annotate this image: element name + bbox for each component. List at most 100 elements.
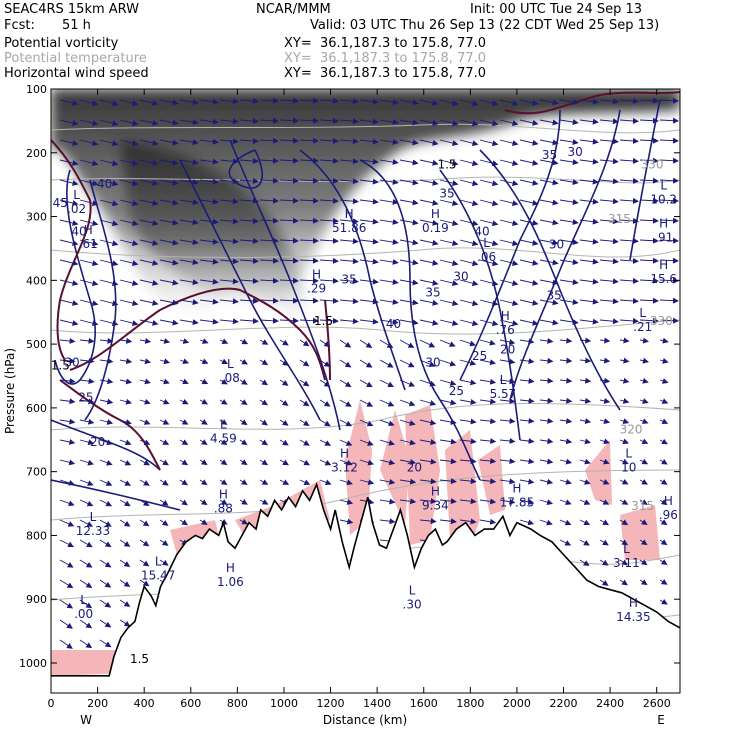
x-tick-label: 1200 (317, 697, 345, 710)
marker-value: .29 (307, 282, 326, 296)
wind-vector-233 (239, 197, 259, 204)
wind-vector-164 (179, 159, 199, 166)
wind-vector-507 (479, 498, 497, 505)
wind-contour-4 (299, 149, 406, 391)
wind-vector-70 (99, 378, 114, 385)
wind-vector-2 (59, 139, 79, 146)
wind-vector-19 (59, 479, 75, 486)
wind-speed-label: 35 (342, 273, 357, 287)
wind-vector-228 (239, 97, 259, 104)
wind-vector-647 (619, 117, 639, 124)
wind-vector-345 (339, 359, 352, 368)
wind-vector-99 (119, 398, 132, 405)
wind-vector-236 (239, 257, 259, 264)
wind-vector-378 (379, 139, 399, 145)
wind-vector-246 (239, 459, 248, 466)
wind-vector-366 (359, 339, 373, 349)
wind-vector-130 (139, 479, 150, 486)
wind-vector-598 (579, 118, 599, 125)
wind-vector-528 (499, 478, 516, 485)
wind-vector-436 (419, 419, 437, 426)
wind-vector-264 (259, 379, 269, 386)
wind-vector-495 (479, 259, 499, 267)
wind-vector-523 (499, 378, 516, 385)
wind-speed-label: 35 (547, 288, 562, 302)
x-tick-label: 0 (48, 697, 55, 710)
wind-vector-255 (259, 197, 279, 204)
wind-vector-587 (559, 357, 573, 364)
wind-vector-563 (539, 319, 559, 326)
wind-vector-394 (379, 459, 396, 466)
wind-vector-707 (659, 317, 679, 324)
pink-area-9 (620, 505, 660, 560)
wind-vector-148 (159, 338, 171, 344)
wind-vector-318 (319, 217, 339, 224)
wind-vector-303 (299, 317, 319, 324)
wind-vector-509 (499, 99, 519, 106)
x-tick-label: 2000 (503, 697, 531, 710)
wind-vector-9 (59, 279, 79, 286)
wind-vector-329 (319, 439, 332, 446)
high-marker: H (629, 596, 638, 610)
wind-vector-64 (99, 259, 119, 267)
wind-vector-321 (319, 277, 339, 284)
wind-vector-659 (619, 357, 630, 364)
wind-vector-458 (439, 399, 457, 406)
wind-vector-87 (119, 159, 139, 167)
wind-vector-49 (79, 519, 94, 527)
wind-vector-399 (399, 99, 419, 106)
wind-vector-640 (599, 479, 610, 485)
low-marker: L (660, 178, 667, 192)
wind-vector-409 (399, 299, 419, 306)
wind-vector-357 (359, 158, 379, 165)
wind-vector-296 (299, 177, 319, 184)
marker-value: 10.2 (650, 192, 677, 206)
wind-vector-654 (619, 257, 639, 264)
wind-vector-127 (139, 419, 151, 425)
wind-vector-62 (99, 219, 119, 227)
wind-vector-244 (239, 419, 248, 426)
wind-vector-475 (459, 299, 479, 307)
marker-value: 15.47 (141, 569, 175, 583)
wind-vector-450 (439, 239, 459, 246)
wind-vector-650 (619, 177, 639, 184)
wind-vector-94 (119, 299, 139, 307)
marker-value: 15.6 (650, 272, 677, 286)
wind-vector-111 (139, 99, 159, 106)
wind-vector-678 (639, 237, 659, 244)
wind-vector-401 (399, 139, 419, 146)
wind-vector-10 (59, 299, 79, 306)
wind-vector-644 (599, 559, 609, 566)
wind-vector-448 (439, 199, 459, 206)
y-tick-label: 400 (26, 274, 47, 287)
wind-vector-584 (559, 299, 579, 306)
wind-vector-137 (159, 119, 179, 126)
wind-vector-384 (379, 259, 399, 265)
wind-vector-302 (299, 297, 319, 304)
y-axis-title: Pressure (hPa) (3, 348, 17, 434)
wind-vector-365 (359, 318, 379, 325)
wind-vector-543 (519, 358, 535, 365)
legend-xy-wind: XY= 36.1,187.3 to 175.8, 77.0 (284, 66, 487, 81)
wind-vector-222 (219, 419, 228, 425)
wind-vector-565 (539, 357, 554, 364)
pv-shading (51, 89, 680, 320)
wind-vector-697 (659, 117, 679, 124)
wind-speed-label: 35 (425, 285, 440, 299)
wind-vector-176 (179, 398, 189, 405)
marker-value: 5.57 (490, 387, 517, 401)
wind-vector-382 (379, 219, 399, 225)
wind-vector-638 (599, 438, 610, 445)
wind-vector-247 (239, 479, 248, 485)
wind-vector-121 (139, 299, 159, 306)
wind-vector-518 (499, 279, 519, 286)
wind-vector-689 (639, 458, 649, 465)
wind-vector-353 (339, 518, 354, 525)
wind-vector-541 (519, 319, 539, 326)
wind-vector-710 (659, 378, 669, 384)
wind-vector-435 (419, 399, 437, 406)
wind-vector-641 (599, 499, 610, 505)
wind-vector-334 (339, 138, 359, 145)
wind-vector-687 (639, 418, 649, 424)
wind-vector-27 (59, 639, 73, 649)
